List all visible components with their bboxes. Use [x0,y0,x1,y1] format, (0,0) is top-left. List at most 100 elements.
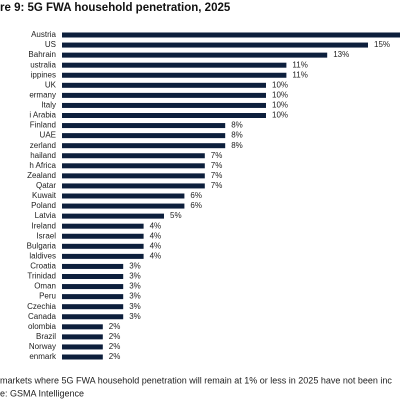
category-label: olombia [28,322,57,331]
value-label: 4% [150,251,162,260]
category-label: Norway [29,342,56,351]
value-label: 3% [129,302,141,311]
bar [62,52,328,58]
value-label: 3% [129,312,141,321]
bar [62,173,205,179]
bar [62,82,266,88]
category-label: Israel [36,231,56,240]
category-label: zerland [30,141,56,150]
bar [62,102,266,108]
source: e: GSMA Intelligence [0,388,84,398]
category-label: Latvia [35,211,57,220]
bar [62,304,124,310]
bar [62,92,266,98]
category-label: ustralia [30,60,56,69]
value-label: 15% [374,40,390,49]
value-label: 2% [109,352,121,361]
bar [62,203,185,209]
value-label: 3% [129,262,141,271]
category-label: Oman [34,282,56,291]
value-label: 6% [190,201,202,210]
value-label: 8% [231,121,243,130]
category-label: h Africa [29,161,56,170]
category-label: Trinidad [27,272,56,281]
bar [62,274,124,279]
value-label: 2% [109,332,121,341]
bar [62,153,205,159]
category-label: hailand [30,151,56,160]
category-label: laldives [29,251,56,260]
category-label: Czechia [27,302,56,311]
value-label: 4% [150,241,162,250]
value-label: 11% [292,70,307,79]
bar [62,263,124,269]
category-label: Canada [28,312,57,321]
value-label: 3% [129,292,141,301]
bar [62,72,287,78]
bar [62,183,205,189]
category-label: US [45,40,56,49]
value-label: 2% [109,322,121,331]
bar [62,354,103,360]
bar [62,213,164,219]
category-label: enmark [29,352,57,361]
bar [62,123,226,129]
category-label: Ireland [32,221,56,230]
value-label: 10% [272,80,288,89]
chart-title: re 9: 5G FWA household penetration, 2025 [0,2,231,14]
value-label: 3% [129,282,141,291]
category-label: Bahrain [28,50,56,59]
category-label: UAE [40,131,56,140]
bar [62,334,103,340]
value-label: 13% [333,50,349,59]
value-label: 3% [129,272,141,281]
category-label: ippines [31,70,56,79]
bar [62,143,226,149]
category-label: Austria [31,30,56,39]
category-label: ermany [29,90,56,99]
bar [62,62,287,68]
category-label: Bulgaria [27,241,57,250]
bar [62,243,144,249]
category-label: Peru [39,292,56,301]
bar [62,253,144,259]
value-label: 11% [292,60,307,69]
bar [62,284,124,290]
value-label: 6% [190,191,202,200]
category-label: UK [45,80,57,89]
bar [62,324,103,330]
value-label: 7% [211,171,223,180]
bar [62,344,103,350]
value-label: 10% [272,101,288,110]
category-label: Croatia [30,262,56,271]
category-label: Qatar [36,181,56,190]
value-label: 2% [109,342,121,351]
bar [62,163,205,169]
bar [62,314,124,320]
bar [62,42,368,48]
bar [62,113,266,118]
footnote: markets where 5G FWA household penetrati… [0,375,392,385]
bar [62,133,226,139]
category-label: i Arabia [29,111,56,120]
value-label: 4% [150,221,162,230]
value-label: 7% [211,181,223,190]
value-label: 10% [272,111,288,120]
value-label: 8% [231,131,243,140]
bar [62,32,400,38]
category-label: Finland [30,121,56,130]
bar [62,193,185,199]
bar [62,233,144,239]
value-label: 8% [231,141,243,150]
bar [62,223,144,229]
value-label: 4% [150,231,162,240]
value-label: 7% [211,151,223,160]
category-label: Brazil [36,332,56,341]
value-label: 7% [211,161,223,170]
bar [62,294,124,300]
value-label: 5% [170,211,182,220]
category-label: Zealand [27,171,56,180]
category-label: Italy [41,101,56,110]
category-label: Poland [31,201,56,210]
